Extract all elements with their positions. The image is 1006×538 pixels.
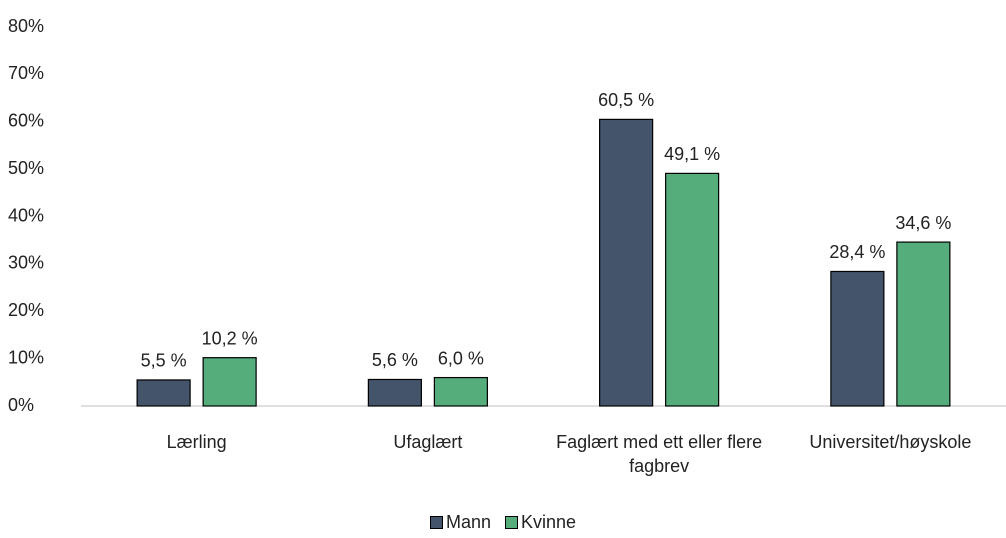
legend-swatch [429,516,443,529]
x-tick-label: Ufaglært [393,432,463,452]
legend-item: Mann [429,512,491,533]
bar [136,379,191,407]
bar [665,172,720,407]
y-tick-label: 30% [8,253,44,273]
bar [433,376,488,407]
legend-label: Kvinne [520,512,577,532]
data-label: 6,0 % [438,348,484,368]
data-label: 5,6 % [372,350,418,370]
data-label: 28,4 % [829,242,885,262]
x-tick-label: Lærling [166,432,227,452]
data-label: 49,1 % [664,144,720,164]
x-tick-label: Faglært med ett eller flere fagbrev [556,432,763,476]
y-tick-label: 0% [8,395,34,415]
bar [202,357,257,407]
legend-swatch [504,516,518,529]
y-tick-label: 60% [8,111,44,131]
data-label: 5,5 % [141,351,187,371]
bar [367,378,422,407]
y-tick-label: 70% [8,63,44,83]
data-label: 10,2 % [202,328,258,348]
bar [599,118,654,407]
y-tick-label: 40% [8,205,44,225]
bar [830,270,885,407]
data-label: 60,5 % [598,90,654,110]
y-tick-label: 50% [8,158,44,178]
x-tick-label: Universitet/høyskole [809,432,972,452]
data-label: 34,6 % [895,213,951,233]
legend: Mann Kvinne [0,512,1006,533]
legend-item: Kvinne [504,512,577,533]
legend-label: Mann [445,512,491,532]
y-tick-label: 10% [8,347,44,367]
y-tick-label: 80% [8,16,44,36]
y-tick-label: 20% [8,300,44,320]
bar [896,241,951,407]
